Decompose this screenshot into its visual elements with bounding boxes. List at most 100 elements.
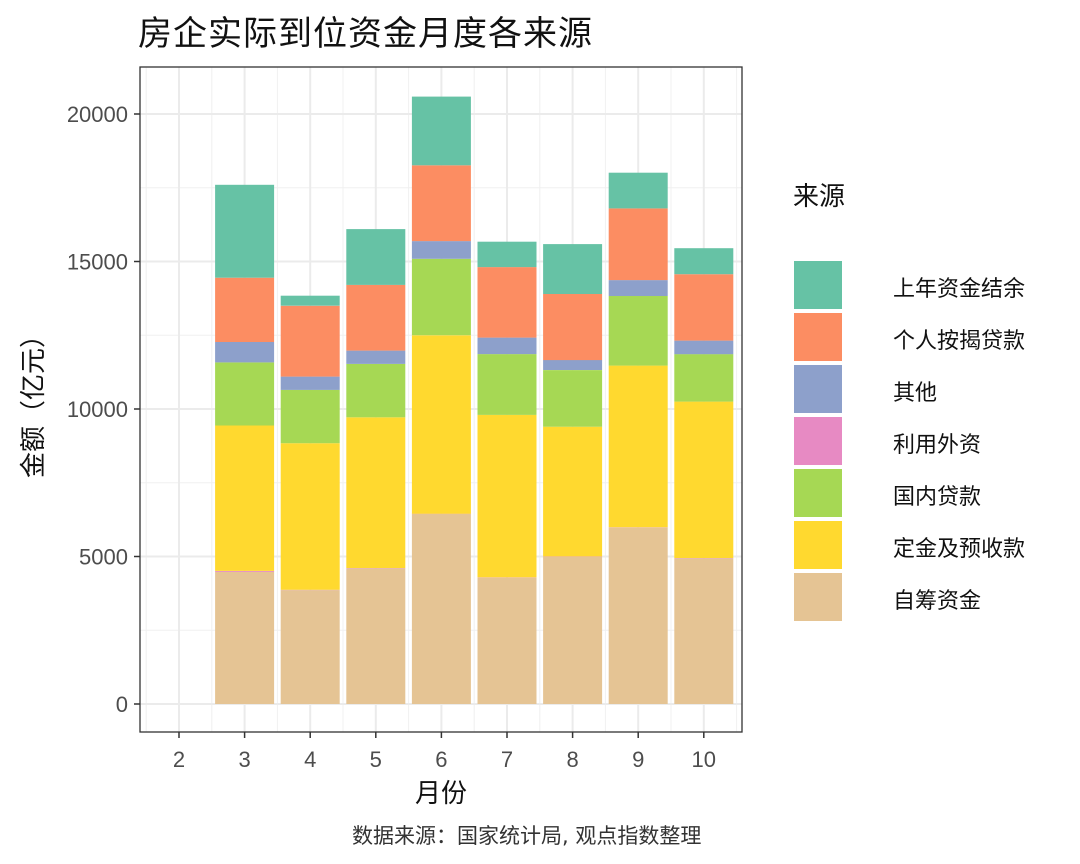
bar-segment (280, 389, 340, 444)
legend-item: 个人按揭贷款 (794, 313, 1074, 361)
bar-month-5 (346, 229, 406, 704)
legend-label: 其他 (893, 381, 938, 406)
legend-label: 定金及预收款 (893, 537, 1026, 562)
bar-month-10 (674, 248, 734, 704)
bar-segment (477, 241, 537, 268)
y-tick-label: 5000 (79, 545, 128, 570)
legend-swatch (794, 573, 842, 621)
bar-segment (477, 414, 537, 578)
legend-item: 自筹资金 (794, 573, 1074, 621)
legend-label: 国内贷款 (893, 485, 982, 510)
bar-segment (674, 558, 734, 704)
x-tick-label: 7 (501, 747, 513, 772)
bar-segment (411, 96, 471, 166)
x-tick-label: 8 (566, 747, 578, 772)
bar-segment (411, 335, 471, 514)
bar-segment (215, 184, 275, 278)
y-axis-title: 金额（亿元） (19, 322, 49, 478)
stacked-bars (215, 96, 734, 704)
bar-segment (280, 376, 340, 390)
bar-segment (215, 425, 275, 571)
bar-segment (543, 294, 603, 361)
bar-segment (608, 527, 668, 704)
x-tick-label: 6 (435, 747, 447, 772)
legend-title: 来源 (793, 182, 846, 212)
y-tick-label: 0 (116, 692, 128, 717)
bar-segment (215, 362, 275, 426)
bar-segment (346, 284, 406, 351)
bar-segment (346, 568, 406, 704)
bar-segment (608, 296, 668, 366)
bar-month-9 (608, 172, 668, 704)
bar-segment (608, 365, 668, 528)
bar-segment (411, 514, 471, 704)
legend-label: 自筹资金 (893, 589, 982, 614)
bar-segment (477, 337, 537, 355)
legend-swatch (794, 521, 842, 569)
bar-segment (608, 172, 668, 209)
bar-segment (280, 305, 340, 377)
y-tick-label: 20000 (67, 102, 128, 127)
bar-segment (543, 556, 603, 704)
bar-segment (346, 363, 406, 418)
bar-month-7 (477, 241, 537, 704)
bar-segment (411, 258, 471, 336)
legend-swatch (794, 417, 842, 465)
bar-segment (346, 417, 406, 568)
bar-month-3 (215, 184, 275, 704)
bar-segment (215, 277, 275, 342)
legend-item: 国内贷款 (794, 469, 1074, 517)
legend-item: 其他 (794, 365, 1074, 413)
bar-segment (280, 295, 340, 306)
bar-segment (674, 248, 734, 275)
bar-segment (674, 340, 734, 355)
bar-segment (280, 590, 340, 704)
x-tick-label: 3 (238, 747, 250, 772)
x-tick-label: 5 (370, 747, 382, 772)
bar-segment (411, 241, 471, 259)
bar-segment (477, 267, 537, 338)
bar-segment (674, 354, 734, 402)
bar-segment (215, 342, 275, 363)
bar-segment (543, 370, 603, 427)
bar-segment (346, 350, 406, 364)
bar-segment (543, 244, 603, 294)
legend-swatch (794, 261, 842, 309)
legend-item: 上年资金结余 (794, 261, 1074, 309)
bar-segment (411, 165, 471, 242)
bar-segment (477, 577, 537, 704)
legend-swatch (794, 365, 842, 413)
bar-segment (280, 443, 340, 590)
bar-segment (543, 360, 603, 370)
legend-item: 利用外资 (794, 417, 1074, 465)
legend-item: 定金及预收款 (794, 521, 1074, 569)
bar-segment (674, 274, 734, 341)
x-tick-label: 9 (632, 747, 644, 772)
x-axis-title: 月份 (415, 779, 467, 809)
bar-segment (346, 229, 406, 285)
legend-label: 利用外资 (893, 433, 982, 458)
x-tick-label: 2 (173, 747, 185, 772)
legend-label: 个人按揭贷款 (893, 329, 1026, 354)
y-tick-label: 15000 (67, 250, 128, 275)
x-tick-label: 10 (692, 747, 716, 772)
bar-month-6 (411, 96, 471, 704)
legend-swatch (794, 469, 842, 517)
legend-label: 上年资金结余 (893, 277, 1026, 302)
bar-segment (608, 208, 668, 281)
bar-segment (674, 401, 734, 558)
x-tick-label: 4 (304, 747, 316, 772)
bar-segment (543, 426, 603, 557)
legend-swatch (794, 313, 842, 361)
y-tick-label: 10000 (67, 397, 128, 422)
bar-segment (477, 354, 537, 415)
bar-segment (608, 280, 668, 296)
bar-month-4 (280, 295, 340, 704)
source-caption: 数据来源：国家统计局, 观点指数整理 (352, 824, 702, 848)
axes: 0 5000 10000 15000 20000 2 3 4 5 6 7 8 9 10 (67, 102, 716, 772)
chart-title: 房企实际到位资金月度各来源 (138, 14, 593, 54)
bar-month-8 (543, 244, 603, 704)
bar-segment (215, 571, 275, 572)
bar-segment (215, 571, 275, 704)
